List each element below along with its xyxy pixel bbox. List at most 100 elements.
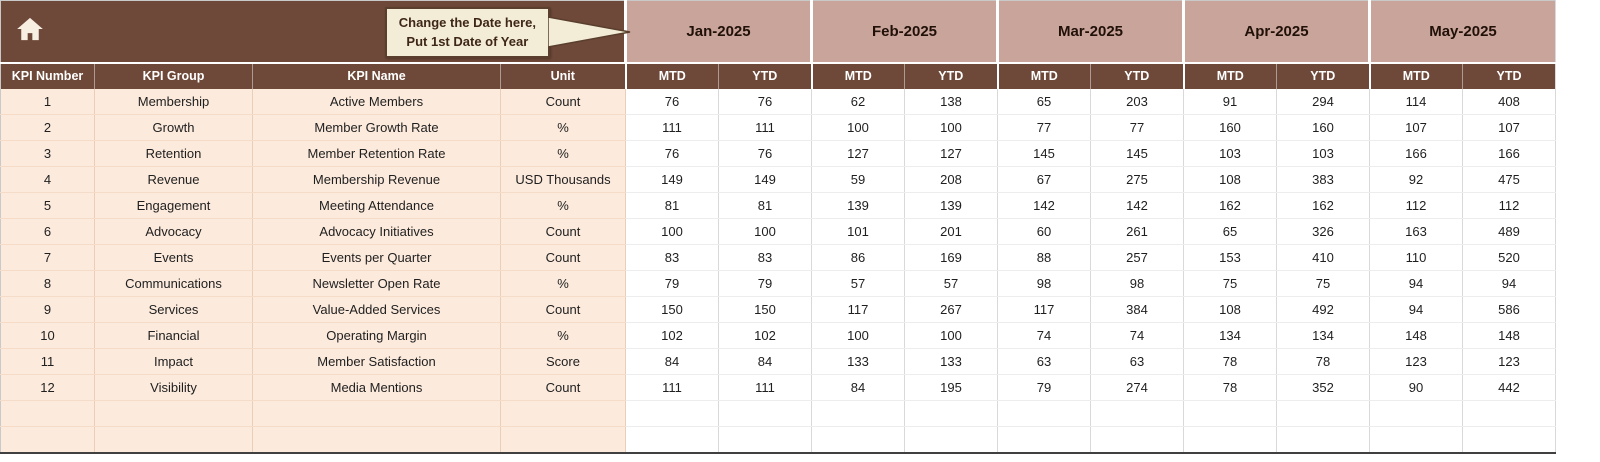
ytd-value-cell[interactable]: 149 <box>718 166 812 193</box>
unit-cell[interactable]: % <box>500 322 626 349</box>
kpi-name-cell[interactable]: Value-Added Services <box>252 296 501 323</box>
ytd-value-cell[interactable]: 384 <box>1090 296 1184 323</box>
ytd-value-cell[interactable]: 208 <box>904 166 998 193</box>
mtd-value-cell[interactable] <box>625 400 719 427</box>
ytd-value-cell[interactable]: 98 <box>1090 270 1184 297</box>
ytd-value-cell[interactable]: 78 <box>1276 348 1370 375</box>
mtd-value-cell[interactable]: 98 <box>997 270 1091 297</box>
mtd-value-cell[interactable]: 75 <box>1183 270 1277 297</box>
ytd-value-cell[interactable]: 195 <box>904 374 998 401</box>
mtd-value-cell[interactable]: 153 <box>1183 244 1277 271</box>
mtd-value-cell[interactable]: 117 <box>811 296 905 323</box>
kpi-name-cell[interactable]: Active Members <box>252 88 501 115</box>
ytd-value-cell[interactable]: 100 <box>904 114 998 141</box>
ytd-value-cell[interactable]: 77 <box>1090 114 1184 141</box>
kpi-number-cell[interactable]: 5 <box>0 192 95 219</box>
ytd-value-cell[interactable]: 261 <box>1090 218 1184 245</box>
kpi-group-cell[interactable]: Visibility <box>94 374 253 401</box>
kpi-group-cell[interactable]: Impact <box>94 348 253 375</box>
mtd-value-cell[interactable]: 107 <box>1369 114 1463 141</box>
mtd-value-cell[interactable] <box>1183 400 1277 427</box>
mtd-value-cell[interactable]: 91 <box>1183 88 1277 115</box>
mtd-value-cell[interactable]: 100 <box>625 218 719 245</box>
ytd-value-cell[interactable]: 138 <box>904 88 998 115</box>
mtd-value-cell[interactable]: 79 <box>625 270 719 297</box>
mtd-value-cell[interactable]: 133 <box>811 348 905 375</box>
ytd-value-cell[interactable] <box>1276 400 1370 427</box>
ytd-value-cell[interactable]: 133 <box>904 348 998 375</box>
mtd-value-cell[interactable]: 123 <box>1369 348 1463 375</box>
ytd-value-cell[interactable]: 275 <box>1090 166 1184 193</box>
kpi-name-cell[interactable]: Operating Margin <box>252 322 501 349</box>
mtd-value-cell[interactable]: 92 <box>1369 166 1463 193</box>
ytd-value-cell[interactable] <box>1462 400 1556 427</box>
ytd-value-cell[interactable]: 294 <box>1276 88 1370 115</box>
unit-cell[interactable]: Count <box>500 88 626 115</box>
ytd-value-cell[interactable]: 76 <box>718 140 812 167</box>
kpi-number-cell[interactable] <box>0 400 95 427</box>
mtd-value-cell[interactable] <box>811 400 905 427</box>
ytd-value-cell[interactable]: 410 <box>1276 244 1370 271</box>
ytd-value-cell[interactable]: 326 <box>1276 218 1370 245</box>
mtd-value-cell[interactable]: 78 <box>1183 374 1277 401</box>
mtd-value-cell[interactable]: 160 <box>1183 114 1277 141</box>
mtd-value-cell[interactable]: 90 <box>1369 374 1463 401</box>
kpi-group-cell[interactable]: Membership <box>94 88 253 115</box>
ytd-value-cell[interactable]: 489 <box>1462 218 1556 245</box>
kpi-number-cell[interactable]: 10 <box>0 322 95 349</box>
unit-cell[interactable] <box>500 426 626 453</box>
unit-cell[interactable]: % <box>500 140 626 167</box>
kpi-number-cell[interactable]: 3 <box>0 140 95 167</box>
mtd-value-cell[interactable]: 59 <box>811 166 905 193</box>
mtd-value-cell[interactable]: 148 <box>1369 322 1463 349</box>
mtd-value-cell[interactable]: 149 <box>625 166 719 193</box>
mtd-value-cell[interactable]: 150 <box>625 296 719 323</box>
ytd-value-cell[interactable]: 352 <box>1276 374 1370 401</box>
mtd-value-cell[interactable]: 102 <box>625 322 719 349</box>
ytd-value-cell[interactable] <box>904 400 998 427</box>
kpi-group-cell[interactable] <box>94 400 253 427</box>
mtd-value-cell[interactable]: 142 <box>997 192 1091 219</box>
kpi-group-cell[interactable]: Retention <box>94 140 253 167</box>
month-header-jan[interactable]: Jan-2025 <box>624 0 812 64</box>
ytd-value-cell[interactable]: 79 <box>718 270 812 297</box>
kpi-name-cell[interactable]: Newsletter Open Rate <box>252 270 501 297</box>
mtd-value-cell[interactable]: 163 <box>1369 218 1463 245</box>
mtd-value-cell[interactable]: 57 <box>811 270 905 297</box>
ytd-value-cell[interactable] <box>1090 426 1184 453</box>
ytd-value-cell[interactable] <box>718 426 812 453</box>
unit-cell[interactable]: Count <box>500 296 626 323</box>
ytd-value-cell[interactable]: 94 <box>1462 270 1556 297</box>
kpi-group-cell[interactable]: Services <box>94 296 253 323</box>
ytd-value-cell[interactable]: 257 <box>1090 244 1184 271</box>
mtd-value-cell[interactable]: 112 <box>1369 192 1463 219</box>
ytd-value-cell[interactable]: 586 <box>1462 296 1556 323</box>
mtd-value-cell[interactable]: 111 <box>625 374 719 401</box>
mtd-value-cell[interactable]: 145 <box>997 140 1091 167</box>
kpi-name-cell[interactable]: Events per Quarter <box>252 244 501 271</box>
mtd-value-cell[interactable] <box>811 426 905 453</box>
mtd-value-cell[interactable]: 139 <box>811 192 905 219</box>
mtd-value-cell[interactable]: 94 <box>1369 270 1463 297</box>
kpi-name-cell[interactable]: Member Growth Rate <box>252 114 501 141</box>
ytd-value-cell[interactable] <box>1276 426 1370 453</box>
kpi-number-cell[interactable]: 6 <box>0 218 95 245</box>
unit-cell[interactable]: % <box>500 192 626 219</box>
mtd-value-cell[interactable] <box>997 426 1091 453</box>
unit-cell[interactable]: Count <box>500 218 626 245</box>
ytd-value-cell[interactable]: 201 <box>904 218 998 245</box>
mtd-value-cell[interactable]: 65 <box>997 88 1091 115</box>
ytd-value-cell[interactable] <box>904 426 998 453</box>
mtd-value-cell[interactable]: 101 <box>811 218 905 245</box>
unit-cell[interactable]: Score <box>500 348 626 375</box>
mtd-value-cell[interactable] <box>1369 400 1463 427</box>
mtd-value-cell[interactable]: 166 <box>1369 140 1463 167</box>
ytd-value-cell[interactable]: 111 <box>718 374 812 401</box>
mtd-value-cell[interactable]: 74 <box>997 322 1091 349</box>
mtd-value-cell[interactable] <box>625 426 719 453</box>
ytd-value-cell[interactable]: 134 <box>1276 322 1370 349</box>
mtd-value-cell[interactable]: 94 <box>1369 296 1463 323</box>
ytd-value-cell[interactable]: 112 <box>1462 192 1556 219</box>
mtd-value-cell[interactable]: 77 <box>997 114 1091 141</box>
mtd-value-cell[interactable]: 76 <box>625 88 719 115</box>
